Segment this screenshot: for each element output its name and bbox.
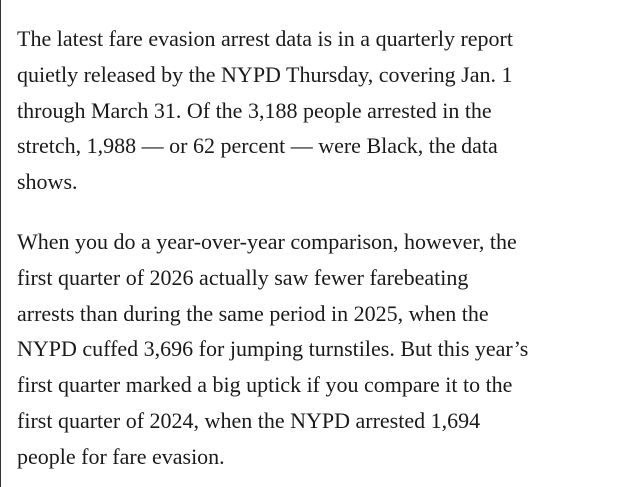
text-line: quietly released by the NYPD Thursday, c… — [17, 61, 513, 87]
text-line: first quarter marked a big uptick if you… — [17, 372, 513, 398]
text-line: When you do a year-over-year comparison,… — [17, 228, 517, 254]
text-line: stretch, 1,988 — or 62 percent — were Bl… — [17, 133, 498, 159]
text-line: NYPD cuffed 3,696 for jumping turnstiles… — [17, 336, 529, 362]
text-line: first quarter of 2024, when the NYPD arr… — [17, 407, 481, 433]
text-line: through March 31. Of the 3,188 people ar… — [17, 97, 492, 123]
text-line: arrests than during the same period in 2… — [17, 300, 489, 326]
text-line: first quarter of 2026 actually saw fewer… — [17, 264, 469, 290]
text-line: The latest fare evasion arrest data is i… — [17, 26, 513, 51]
paragraph: When you do a year-over-year comparison,… — [17, 224, 638, 475]
paragraph: The latest fare evasion arrest data is i… — [17, 21, 638, 200]
text-line: shows. — [17, 169, 78, 195]
text-line: people for fare evasion. — [17, 443, 225, 469]
